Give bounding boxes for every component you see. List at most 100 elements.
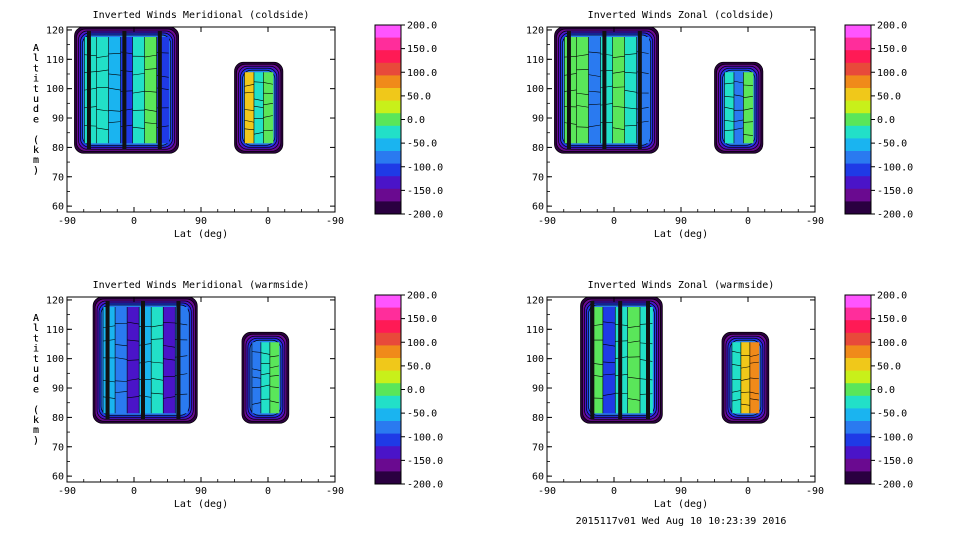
y-tick-label: 90 — [52, 384, 64, 395]
contour-line — [144, 122, 157, 125]
contour-line — [115, 357, 128, 360]
contour-line — [602, 321, 616, 324]
colorbar-swatch — [375, 188, 401, 202]
y-tick-label: 80 — [52, 413, 64, 424]
contour-line — [127, 359, 140, 361]
contour-line — [244, 128, 254, 131]
colorbar-swatch — [375, 176, 401, 190]
contour-line — [115, 344, 128, 347]
contour-line — [627, 340, 641, 344]
colorbar-label: 0.0 — [877, 385, 895, 396]
panel-title: Inverted Winds Meridional (warmside) — [93, 280, 310, 291]
region-left — [580, 297, 663, 424]
contour-dense — [618, 301, 623, 420]
x-tick-label: -90 — [58, 486, 76, 497]
colorbar-swatch — [375, 201, 401, 215]
colorbar-label: 200.0 — [407, 291, 437, 302]
contour-line — [612, 55, 625, 58]
contour-line — [612, 86, 625, 88]
region-right — [241, 331, 290, 424]
contour-line — [263, 103, 273, 106]
contour-dense — [590, 301, 595, 420]
colorbar-label: 150.0 — [407, 44, 437, 55]
contour-band — [749, 342, 760, 414]
colorbar-swatch — [845, 50, 871, 64]
contour-line — [749, 361, 759, 364]
contour-dense — [122, 31, 127, 150]
contour-line — [260, 372, 270, 376]
contour-dense — [566, 31, 571, 150]
colorbar-swatch — [375, 320, 401, 334]
contour-line — [588, 103, 601, 106]
contour-line — [724, 119, 735, 122]
colorbar-label: -200.0 — [877, 210, 913, 221]
colorbar-swatch — [375, 433, 401, 447]
contour-band — [132, 37, 146, 144]
x-axis-label: Lat (deg) — [654, 229, 708, 240]
contour-line — [749, 391, 759, 395]
region-right — [714, 61, 764, 154]
colorbar-label: 50.0 — [407, 91, 431, 102]
region-right — [721, 331, 770, 424]
colorbar-swatch — [375, 151, 401, 165]
contour-line — [588, 51, 601, 54]
x-tick-label: 0 — [611, 216, 617, 227]
contour-line — [740, 403, 750, 406]
contour-line — [612, 105, 625, 108]
contour-band — [144, 37, 158, 144]
contour-line — [602, 373, 616, 376]
contour-line — [724, 82, 734, 85]
contour-line — [740, 366, 750, 369]
contour-line — [576, 105, 589, 108]
contour-line — [151, 378, 164, 381]
contour-line — [244, 91, 254, 94]
contour-line — [743, 134, 753, 136]
colorbar-swatch — [845, 100, 871, 114]
contour-line — [602, 361, 616, 364]
panel-title: Inverted Winds Meridional (coldside) — [93, 10, 310, 21]
y-tick-label: 110 — [526, 55, 544, 66]
y-tick-label: 80 — [52, 143, 64, 154]
contour-line — [749, 398, 759, 401]
contour-line — [108, 121, 121, 123]
y-tick-label: 110 — [46, 325, 64, 336]
contour-line — [724, 95, 734, 98]
y-tick-label: 60 — [532, 202, 544, 213]
x-axis-label: Lat (deg) — [174, 229, 228, 240]
colorbar-label: 100.0 — [877, 338, 907, 349]
contour-band — [743, 72, 754, 144]
contour-line — [244, 109, 254, 111]
contour-line — [127, 378, 140, 381]
y-tick-label: 120 — [526, 25, 544, 36]
x-tick-label: 0 — [265, 216, 271, 227]
colorbar-swatch — [845, 25, 871, 39]
colorbar-swatch — [375, 295, 401, 309]
contour-line — [624, 125, 637, 127]
y-tick-label: 70 — [52, 172, 64, 183]
contour-line — [263, 82, 273, 85]
contour-line — [263, 115, 273, 118]
contour-line — [127, 321, 140, 325]
colorbar-swatch — [375, 125, 401, 139]
contour-band — [624, 37, 638, 144]
panel-1: Inverted Winds Meridional (coldside) 120 1… — [33, 10, 443, 240]
contour-band — [253, 72, 264, 144]
colorbar-swatch — [845, 188, 871, 202]
colorbar-swatch — [375, 358, 401, 372]
contour-line — [163, 396, 176, 399]
colorbar-swatch — [375, 383, 401, 397]
contour-line — [588, 74, 601, 77]
contour-line — [588, 124, 601, 128]
colorbar-label: -100.0 — [407, 162, 443, 173]
region-left — [74, 27, 180, 154]
colorbar-swatch — [845, 421, 871, 435]
contour-dense — [637, 31, 642, 150]
contour-line — [743, 96, 753, 98]
contour-line — [151, 324, 164, 328]
colorbar-label: -200.0 — [407, 210, 443, 221]
